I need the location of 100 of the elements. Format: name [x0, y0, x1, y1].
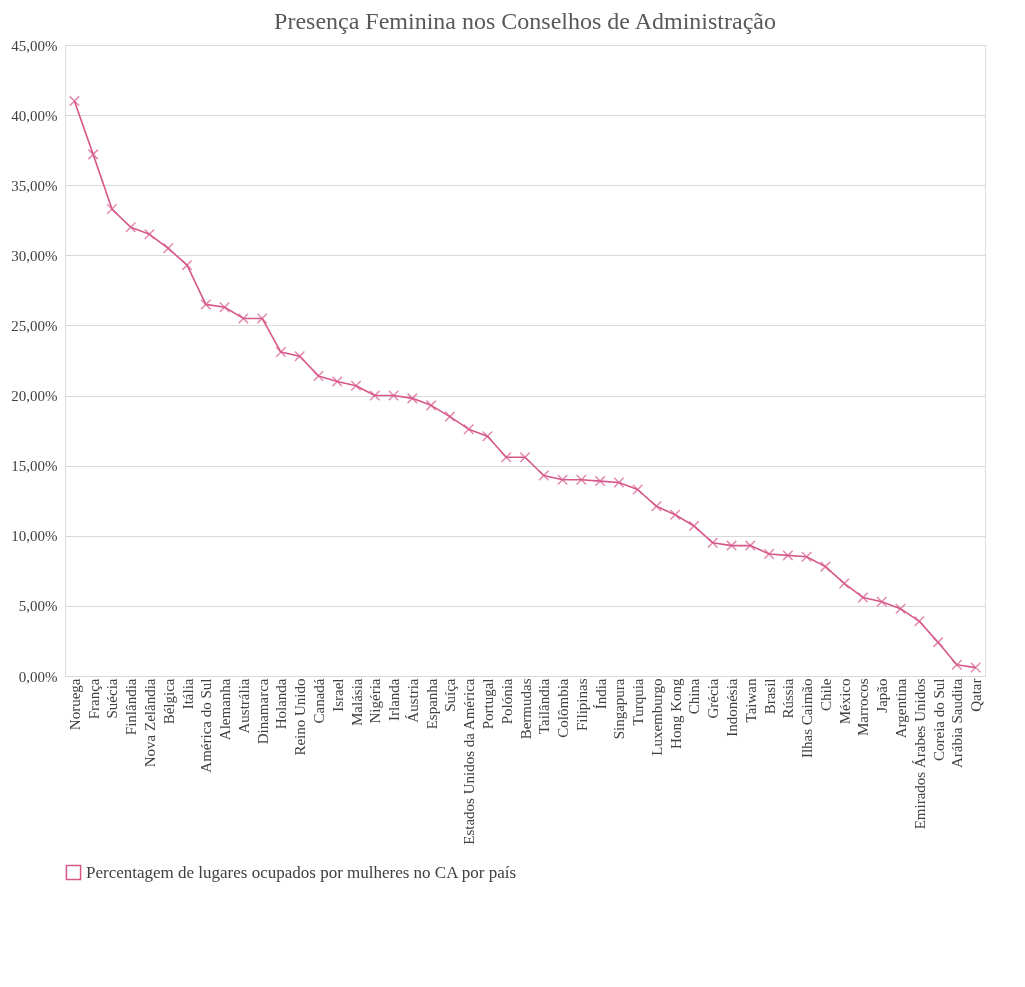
x-tick-label: Singapura: [611, 678, 628, 740]
point: [838, 577, 850, 589]
x-tick-label: Colômbia: [555, 678, 572, 738]
x-tick-label: China: [686, 678, 703, 715]
point: [369, 390, 381, 402]
point: [707, 537, 719, 549]
x-tick-label: Taiwan: [742, 678, 759, 723]
point: [632, 484, 644, 495]
x-tick-label: Japão: [874, 678, 891, 713]
x-tick-label: Rússia: [780, 678, 797, 719]
point: [388, 390, 400, 402]
x-tick-label: Bermudas: [517, 678, 534, 740]
point: [87, 148, 99, 160]
point: [256, 312, 268, 324]
point: [331, 376, 343, 388]
x-tick-label: Filipinas: [573, 678, 590, 732]
x-tick-label: Alemanha: [217, 678, 234, 741]
chart-title: Presença Feminina nos Conselhos de Administração: [274, 8, 776, 34]
x-tick-label: Dinamarca: [254, 678, 271, 745]
point: [200, 298, 212, 310]
x-tick-label: Austrália: [235, 678, 252, 734]
point: [350, 380, 362, 392]
y-tick-label: 35,00%: [11, 177, 58, 194]
y-tick-label: 30,00%: [11, 247, 58, 264]
point: [819, 561, 831, 573]
y-tick-label: 5,00%: [18, 598, 58, 615]
x-tick-label: Israel: [329, 678, 346, 712]
point: [951, 659, 963, 671]
x-tick-label: Áustria: [404, 678, 421, 723]
point: [538, 469, 550, 481]
x-tick-label: Suécia: [104, 678, 121, 719]
x-tick-label: Malásia: [348, 678, 365, 726]
x-tick-label: América do Sul: [198, 678, 215, 773]
x-tick-label: Indonésia: [724, 678, 741, 737]
y-tick-label: 15,00%: [11, 458, 58, 475]
point: [782, 549, 794, 561]
x-tick-label: Índia: [592, 678, 609, 710]
point: [575, 474, 587, 486]
x-tick-label: Reino Unido: [292, 678, 309, 756]
x-tick-label: Polónia: [498, 678, 515, 725]
point: [68, 95, 80, 107]
point: [294, 350, 306, 362]
point: [312, 370, 324, 382]
x-tick-label: Bélgica: [160, 678, 177, 725]
point: [406, 392, 418, 404]
point: [801, 551, 813, 563]
point: [613, 477, 625, 488]
x-tick-label: França: [85, 678, 102, 720]
point: [181, 259, 193, 271]
x-tick-label: Tailândia: [536, 678, 553, 735]
x-tick-label: Canadá: [310, 678, 327, 724]
point: [162, 242, 174, 254]
x-tick-label: Holanda: [273, 678, 290, 730]
point: [763, 548, 775, 560]
point: [275, 346, 287, 358]
point: [932, 636, 944, 648]
point: [481, 430, 493, 442]
x-tick-label: Luxemburgo: [648, 678, 665, 756]
point: [594, 475, 606, 487]
point: [726, 540, 738, 552]
point: [425, 399, 437, 411]
point: [219, 301, 231, 313]
point: [125, 221, 137, 233]
x-tick-label: Grécia: [705, 678, 722, 719]
x-tick-label: Espanha: [423, 678, 440, 730]
legend-label: Percentagem de lugares ocupados por mulheres no CA por país: [86, 862, 517, 882]
y-tick-label: 0,00%: [18, 668, 58, 685]
x-tick-label: Itália: [179, 678, 196, 710]
point: [669, 509, 681, 521]
x-tick-label: Argentina: [893, 678, 910, 739]
point: [970, 662, 982, 674]
x-tick-label: Chile: [817, 678, 834, 711]
point: [463, 423, 475, 435]
point: [500, 451, 512, 463]
x-tick-label: México: [836, 678, 853, 725]
point: [106, 203, 118, 215]
x-tick-label: Portugal: [479, 678, 496, 730]
x-tick-label: Finlândia: [123, 678, 140, 736]
point: [557, 474, 569, 486]
point: [519, 451, 531, 463]
x-tick-label: Qatar: [968, 678, 985, 712]
x-tick-label: Hong Kong: [667, 678, 684, 749]
x-tick-label: Nigéria: [367, 678, 384, 724]
x-tick-label: Coreia do Sul: [930, 678, 947, 761]
x-tick-label: Marrocos: [855, 678, 872, 736]
y-tick-label: 40,00%: [11, 107, 58, 124]
point: [913, 615, 925, 627]
x-tick-label: Estados Unidos da América: [461, 678, 478, 845]
x-tick-label: Noruega: [66, 678, 83, 731]
point: [876, 596, 888, 608]
y-tick-label: 20,00%: [11, 388, 58, 405]
y-tick-label: 25,00%: [11, 317, 58, 334]
point: [144, 228, 155, 240]
point: [688, 520, 700, 532]
x-tick-label: Nova Zelândia: [141, 678, 158, 768]
x-tick-label: Irlanda: [386, 678, 403, 721]
point: [857, 591, 869, 603]
point: [895, 603, 906, 615]
point: [650, 500, 662, 512]
x-tick-label: Arábia Saudita: [949, 678, 966, 769]
